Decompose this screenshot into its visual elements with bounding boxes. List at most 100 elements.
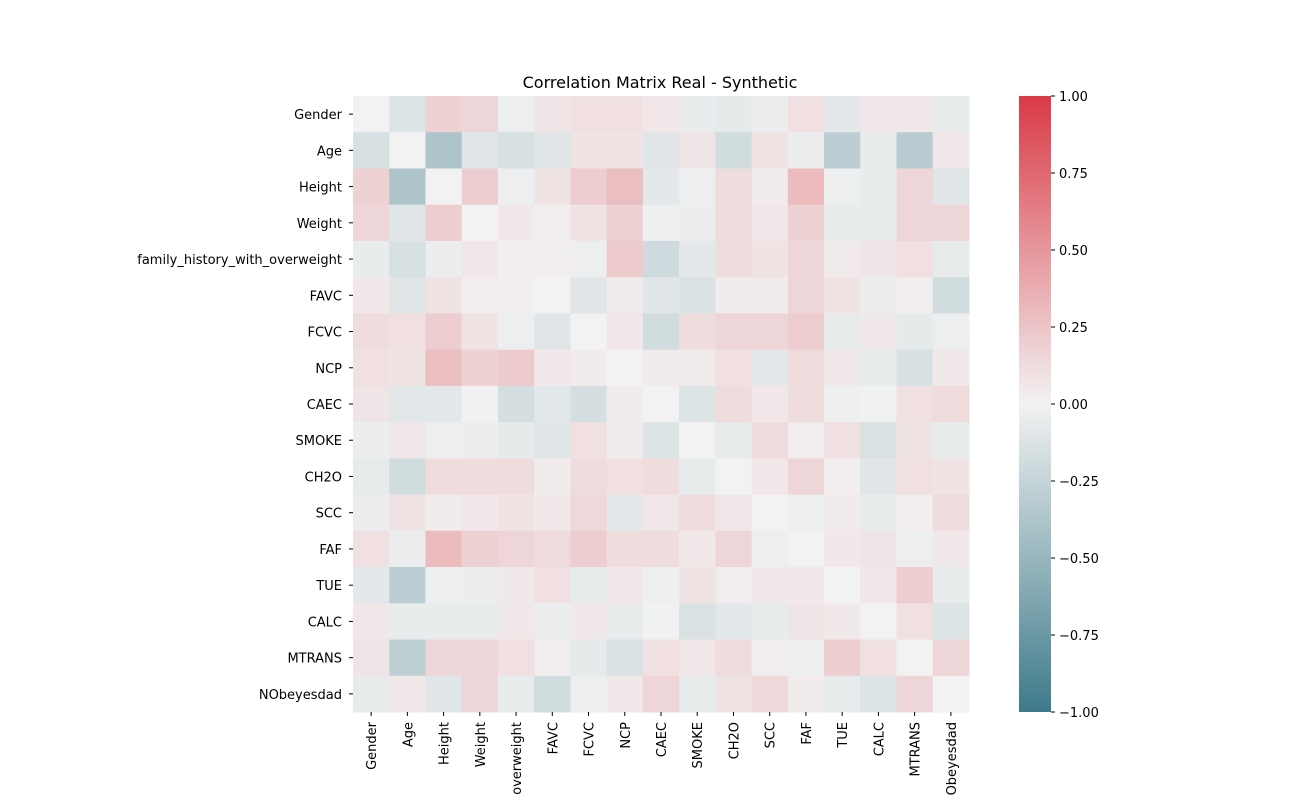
heatmap-cell <box>642 530 680 568</box>
heatmap-cell <box>932 458 970 496</box>
heatmap-cell <box>570 639 608 677</box>
heatmap-cell <box>461 458 499 496</box>
heatmap-cell <box>896 132 934 169</box>
heatmap-cell <box>860 204 898 242</box>
heatmap-cell <box>497 313 535 351</box>
heatmap-cell <box>896 240 934 278</box>
heatmap-cell <box>534 313 571 351</box>
heatmap-cell <box>353 458 390 496</box>
heatmap-cell <box>932 313 970 351</box>
heatmap-cell <box>715 204 753 242</box>
heatmap-cell <box>751 277 789 314</box>
heatmap-cell <box>497 567 535 604</box>
heatmap-cell <box>751 603 789 641</box>
heatmap-cells <box>353 96 970 713</box>
heatmap-cell <box>751 530 789 568</box>
heatmap-cell <box>751 313 789 351</box>
colorbar-ticks: 1.00 0.75 0.50 0.25 0.00 −0.25 −0.50 −0.75 −1.00 <box>1051 90 1099 721</box>
heatmap-cell <box>642 458 680 496</box>
heatmap-cell <box>606 567 644 604</box>
x-tick-label: Weight <box>474 722 489 767</box>
heatmap-cell <box>787 385 825 423</box>
y-tick-label: CH2O <box>305 470 342 485</box>
heatmap-cell <box>606 240 644 278</box>
heatmap-cell <box>932 385 970 423</box>
heatmap-cell <box>534 639 571 677</box>
heatmap-cell <box>679 639 716 677</box>
heatmap-cell <box>606 204 644 242</box>
heatmap-cell <box>896 603 934 641</box>
heatmap-cell <box>534 458 571 496</box>
heatmap-cell <box>389 349 426 387</box>
heatmap-cell <box>787 132 825 169</box>
heatmap-cell <box>497 240 535 278</box>
heatmap-cell <box>534 132 571 169</box>
heatmap-cell <box>461 240 499 278</box>
heatmap-cell <box>896 530 934 568</box>
heatmap-cell <box>715 96 753 133</box>
heatmap-cell <box>425 168 463 206</box>
heatmap-cell <box>570 603 608 641</box>
x-tick-label: FCVC <box>583 722 598 757</box>
heatmap-cell <box>570 422 608 459</box>
heatmap-cell <box>425 422 463 459</box>
heatmap-cell <box>679 422 716 459</box>
heatmap-cell <box>787 422 825 459</box>
heatmap-cell <box>425 567 463 604</box>
heatmap-cell <box>751 204 789 242</box>
heatmap-cell <box>425 385 463 423</box>
x-tick-label: Age <box>401 722 416 747</box>
heatmap-cell <box>824 458 861 496</box>
heatmap-cell <box>534 240 571 278</box>
y-tick-label: MTRANS <box>287 652 342 667</box>
heatmap-cell <box>932 132 970 169</box>
heatmap-cell <box>787 567 825 604</box>
heatmap-cell <box>896 204 934 242</box>
x-tick-label: MTRANS <box>909 722 924 777</box>
heatmap-cell <box>534 168 571 206</box>
heatmap-cell <box>860 168 898 206</box>
heatmap-cell <box>751 96 789 133</box>
x-tick-label: NCP <box>619 722 634 749</box>
heatmap-cell <box>715 603 753 641</box>
heatmap-cell <box>860 530 898 568</box>
heatmap-cell <box>787 96 825 133</box>
x-tick-label: TUE <box>836 722 851 749</box>
heatmap-cell <box>787 168 825 206</box>
heatmap-cell <box>353 567 390 604</box>
heatmap-cell <box>787 204 825 242</box>
heatmap-cell <box>570 204 608 242</box>
heatmap-cell <box>570 277 608 314</box>
heatmap-cell <box>425 96 463 133</box>
heatmap-cell <box>715 675 753 713</box>
heatmap-cell <box>534 422 571 459</box>
heatmap-cell <box>642 675 680 713</box>
heatmap-cell <box>642 277 680 314</box>
heatmap-cell <box>353 277 390 314</box>
heatmap-cell <box>679 603 716 641</box>
heatmap-cell <box>679 132 716 169</box>
heatmap-cell <box>642 422 680 459</box>
heatmap-cell <box>606 675 644 713</box>
heatmap-cell <box>389 458 426 496</box>
heatmap-cell <box>787 277 825 314</box>
x-tick-label: SMOKE <box>691 722 706 768</box>
heatmap-cell <box>642 349 680 387</box>
heatmap-cell <box>896 494 934 532</box>
y-tick-labels: Gender Age Height Weight family_history_with… <box>137 108 353 703</box>
heatmap-cell <box>425 277 463 314</box>
y-tick-label: Age <box>317 144 342 159</box>
heatmap-cell <box>715 349 753 387</box>
heatmap-cell <box>896 675 934 713</box>
x-tick-label: FAVC <box>546 722 561 754</box>
heatmap-cell <box>497 277 535 314</box>
heatmap-cell <box>606 603 644 641</box>
heatmap-cell <box>461 422 499 459</box>
heatmap-cell <box>425 204 463 242</box>
heatmap-cell <box>860 458 898 496</box>
heatmap-cell <box>497 132 535 169</box>
heatmap-cell <box>824 675 861 713</box>
colorbar-tick-label: −0.50 <box>1059 552 1099 567</box>
y-tick-label: TUE <box>315 579 342 594</box>
